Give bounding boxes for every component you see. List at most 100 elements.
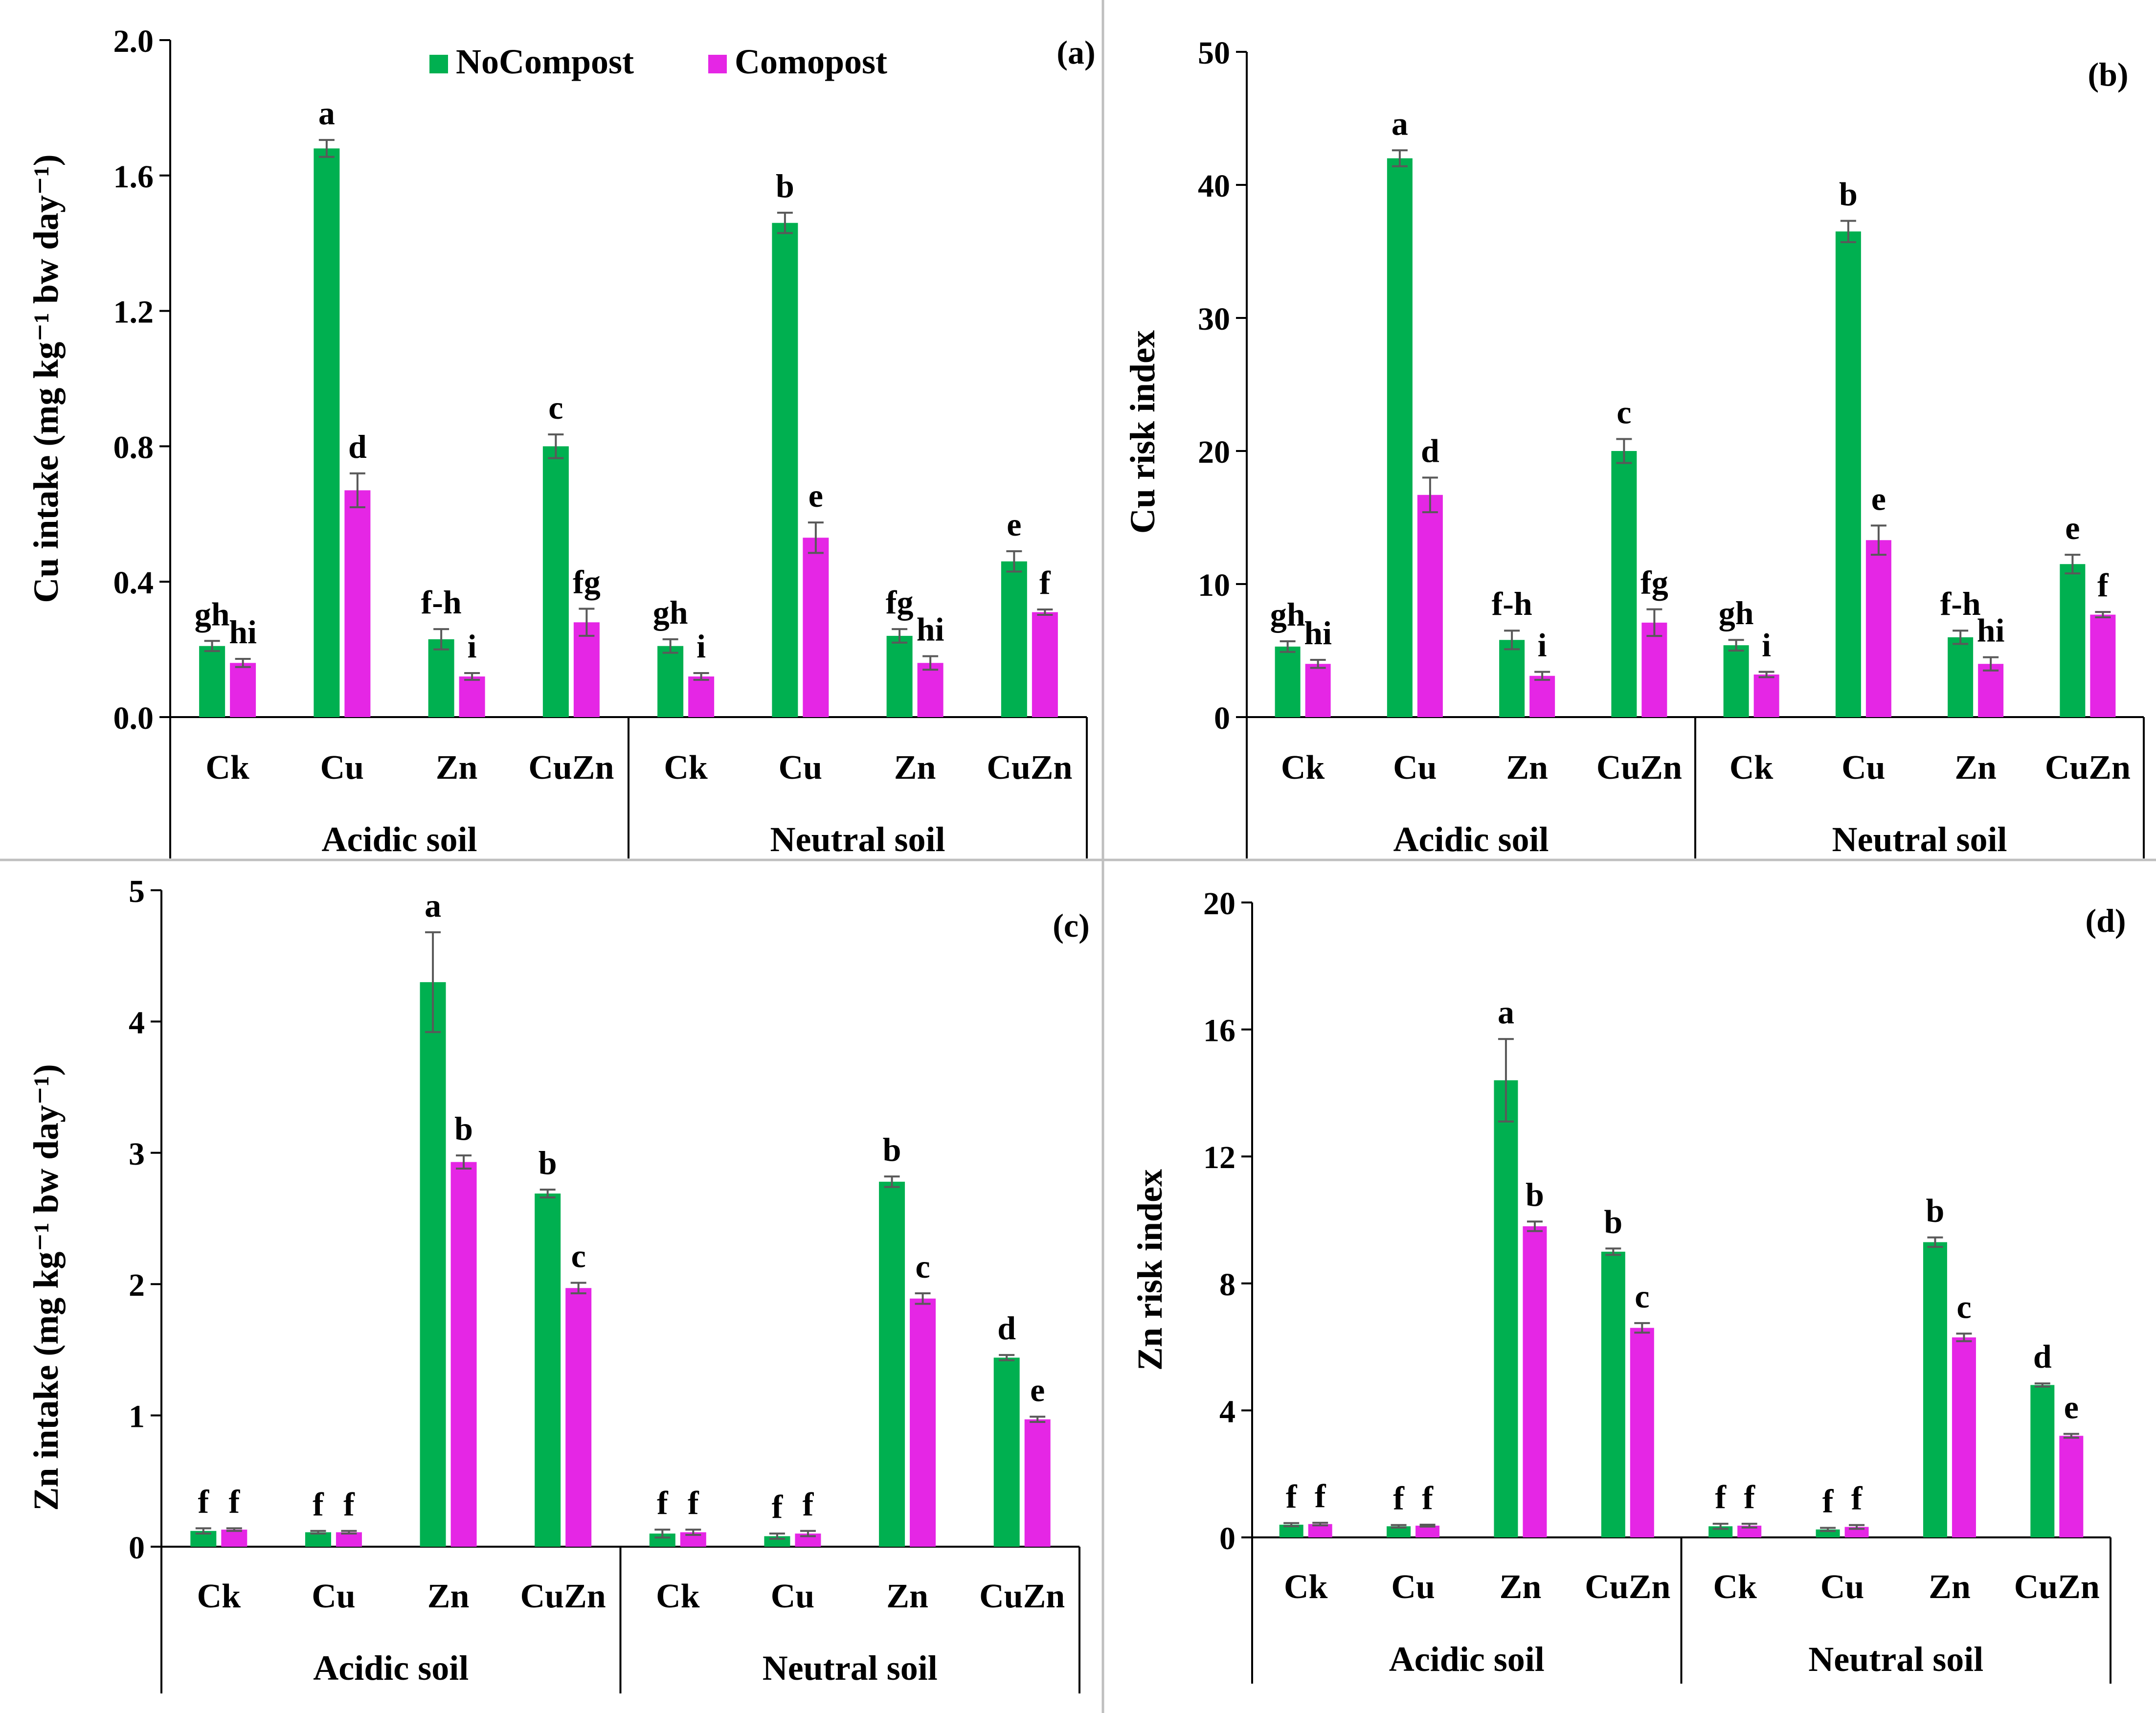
bar-compost — [917, 663, 943, 717]
y-tick-label: 20 — [1198, 434, 1230, 470]
bar-nocompost — [1835, 231, 1861, 717]
x-tick-label: Ck — [1729, 749, 1774, 787]
x-tick-label: Zn — [894, 749, 936, 787]
bar-compost — [1523, 1226, 1547, 1537]
bar-nocompost — [1948, 637, 1974, 717]
significance-letter: gh — [1270, 596, 1305, 633]
x-group-label: Acidic soil — [1393, 820, 1549, 859]
x-tick-label: Zn — [1500, 1568, 1542, 1606]
y-tick-label: 0.4 — [113, 565, 154, 601]
bar-nocompost — [879, 1181, 905, 1547]
significance-letter: c — [915, 1248, 930, 1285]
y-axis-title: Cu risk index — [1123, 330, 1162, 534]
bar-nocompost — [1723, 645, 1749, 717]
x-tick-label: Cu — [1820, 1568, 1864, 1606]
significance-letter: a — [318, 94, 335, 132]
bar-nocompost — [2060, 564, 2086, 717]
significance-letter: c — [571, 1238, 586, 1275]
bar-nocompost — [886, 635, 913, 717]
significance-letter: b — [1526, 1176, 1544, 1213]
x-tick-label: Cu — [1842, 749, 1885, 787]
x-tick-label: Zn — [1929, 1568, 1971, 1606]
bar-compost — [1305, 664, 1331, 717]
x-tick-label: Zn — [436, 749, 478, 787]
bar-compost — [2090, 614, 2116, 717]
significance-letter: f — [1851, 1480, 1863, 1517]
y-tick-label: 20 — [1203, 886, 1235, 922]
y-tick-label: 1.6 — [113, 159, 154, 195]
x-tick-label: Ck — [1284, 1568, 1328, 1606]
bar-compost — [1952, 1337, 1976, 1537]
x-tick-label: Zn — [1506, 749, 1548, 787]
significance-letter: f — [313, 1486, 324, 1523]
significance-letter: d — [1421, 432, 1439, 469]
x-tick-label: Cu — [1391, 1568, 1435, 1606]
x-group-label: Neutral soil — [763, 1648, 938, 1688]
significance-letter: b — [454, 1110, 473, 1147]
panel-label: (b) — [2088, 56, 2128, 93]
panel-label: (a) — [1056, 34, 1095, 71]
significance-letter: a — [425, 887, 441, 924]
bar-compost — [1865, 540, 1891, 717]
x-tick-label: Ck — [664, 749, 708, 787]
bar-nocompost — [1499, 640, 1525, 717]
y-tick-label: 0 — [1214, 700, 1230, 736]
significance-letter: gh — [195, 595, 230, 632]
significance-letter: hi — [1977, 612, 2005, 649]
bar-nocompost — [314, 148, 340, 718]
x-tick-label: Cu — [320, 749, 364, 787]
bar-compost — [565, 1288, 592, 1547]
bar-compost — [1978, 664, 2004, 717]
x-tick-label: Zn — [427, 1578, 470, 1615]
y-tick-label: 5 — [129, 874, 145, 909]
x-tick-label: Cu — [312, 1578, 355, 1615]
significance-letter: e — [2064, 1388, 2079, 1425]
y-tick-label: 12 — [1203, 1140, 1235, 1175]
significance-letter: i — [468, 628, 477, 665]
bar-compost — [221, 1530, 247, 1547]
significance-letter: f — [1422, 1479, 1434, 1516]
y-tick-label: 4 — [1219, 1394, 1235, 1429]
bar-nocompost — [1601, 1251, 1625, 1537]
bar-nocompost — [1387, 158, 1413, 718]
significance-letter: c — [1617, 394, 1631, 431]
bar-compost — [2059, 1436, 2084, 1537]
x-group-label: Neutral soil — [770, 820, 945, 859]
x-group-label: Neutral soil — [1808, 1640, 1983, 1679]
x-tick-label: Ck — [1713, 1568, 1757, 1606]
bar-compost — [1032, 612, 1058, 717]
bar-compost — [573, 622, 600, 717]
y-tick-label: 0.0 — [113, 700, 154, 736]
y-tick-label: 1.2 — [113, 294, 154, 330]
bar-nocompost — [2030, 1385, 2055, 1537]
y-tick-label: 8 — [1219, 1267, 1235, 1303]
x-tick-label: CuZn — [1585, 1568, 1670, 1606]
significance-letter: i — [1538, 627, 1547, 664]
significance-letter: b — [1839, 175, 1858, 212]
panel-label: (d) — [2085, 902, 2126, 939]
x-tick-label: Cu — [779, 749, 822, 787]
x-tick-label: Ck — [1281, 749, 1325, 787]
significance-letter: c — [548, 389, 563, 426]
bar-nocompost — [1001, 561, 1027, 717]
significance-letter: f — [343, 1486, 355, 1523]
bar-compost — [1024, 1419, 1051, 1547]
legend-swatch-nocompost — [429, 55, 448, 73]
significance-letter: hi — [1304, 614, 1332, 652]
significance-letter: e — [1030, 1371, 1045, 1408]
bar-nocompost — [1387, 1526, 1411, 1537]
y-tick-label: 2.0 — [113, 23, 154, 59]
bar-compost — [1529, 676, 1555, 717]
legend: NoCompost Comopost — [429, 42, 887, 81]
bar-nocompost — [1275, 646, 1301, 717]
bar-nocompost — [993, 1357, 1020, 1547]
x-tick-label: CuZn — [2045, 749, 2131, 787]
bar-compost — [450, 1162, 477, 1547]
significance-letter: f-h — [1492, 585, 1532, 622]
significance-letter: b — [1604, 1203, 1622, 1240]
significance-letter: f — [1715, 1478, 1727, 1515]
bar-nocompost — [199, 646, 225, 717]
y-axis-title: Zn risk index — [1130, 1169, 1169, 1371]
